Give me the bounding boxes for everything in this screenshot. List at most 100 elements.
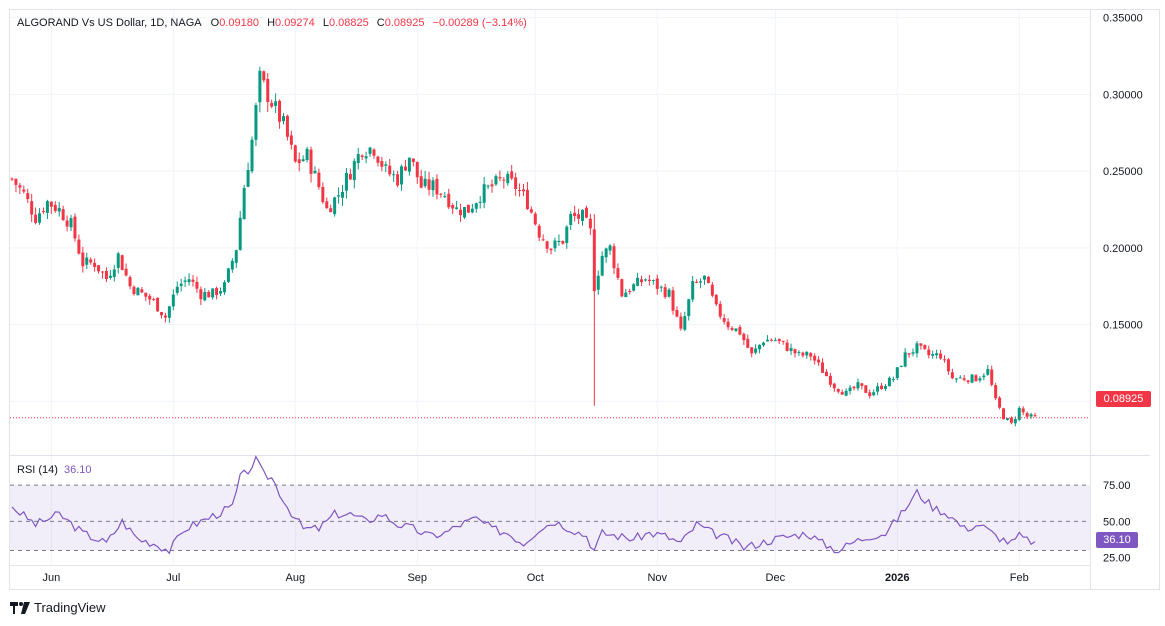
candle [305,146,309,163]
candle [325,197,329,209]
candle [49,201,53,215]
candle-body [183,280,187,282]
candle [939,349,943,360]
candle-body [671,290,675,311]
price-tick-label: 0.20000 [1103,243,1143,255]
candle-body [651,280,655,282]
candle [801,351,805,358]
candle [443,191,447,199]
candle [616,263,620,281]
candle-body [769,339,773,341]
candle-body [927,349,931,356]
candle-body [754,348,758,353]
candle-body [663,287,667,297]
candle [600,251,604,277]
candle-body [943,359,947,361]
chart-frame[interactable] [9,9,1160,590]
candle-body [852,386,856,389]
candle-body [93,262,97,267]
candle-body [49,201,53,207]
candle-body [289,135,293,145]
candle-body [887,377,891,387]
candle [230,258,234,273]
candle [278,99,282,129]
candle-body [970,374,974,383]
candle-body [510,171,514,179]
candle-body [305,148,309,161]
candle-body [821,362,825,373]
candle-body [215,287,219,296]
footer-brand[interactable]: TradingView [10,600,106,615]
candle [195,276,199,294]
candle [22,185,26,194]
symbol-legend[interactable]: ALGORAND Vs US Dollar, 1D, NAGA O0.09180… [17,17,532,29]
candle [663,283,667,299]
candle-body [994,385,998,399]
candle-body [699,281,703,283]
candle [927,345,931,359]
candle [356,147,360,170]
candle-body [864,385,868,393]
candle-body [553,240,557,249]
candle [966,379,970,385]
candle [687,298,691,321]
candle-body [97,265,101,272]
candle-body [490,184,494,187]
candle [935,349,939,359]
candle-body [765,339,769,342]
candle [136,286,140,296]
candle-body [69,218,73,228]
candle [203,288,207,302]
candle [337,187,341,204]
candle [781,340,785,345]
rsi-legend[interactable]: RSI (14) 36.10 [17,464,92,476]
candle [821,358,825,373]
candle [104,267,108,282]
candle [403,159,407,172]
candle-body [998,397,1002,408]
candle [990,365,994,387]
candle [451,203,455,215]
candle [699,278,703,289]
candle [270,99,274,109]
candle-body [809,353,813,357]
candle [588,213,592,236]
candle [817,356,821,366]
candle [120,254,124,271]
candle [545,240,549,253]
candle [329,204,333,213]
candle-body [455,207,459,209]
candle-body [805,351,809,356]
candle [577,208,581,225]
candle-body [344,172,348,191]
candle-body [537,225,541,238]
candle-body [163,315,167,318]
candle-body [541,239,545,241]
candle [718,300,722,320]
candle [301,155,305,162]
candle-body [26,193,30,200]
time-tick-label: Aug [286,572,306,584]
open-value: 0.09180 [219,17,259,29]
candle [514,172,518,196]
candle [207,290,211,298]
rsi-value-badge: 36.10 [1096,532,1138,548]
candle-body [931,354,935,356]
time-tick-label: Jul [166,572,180,584]
candle [344,168,348,199]
candle [97,265,101,274]
candle [864,384,868,393]
candle-body [372,149,376,156]
candle-body [376,156,380,163]
candle [466,204,470,213]
candle-body [722,318,726,322]
candle [742,332,746,345]
candle [258,66,262,113]
candle [262,70,266,83]
candle [116,251,120,274]
candle [333,196,337,217]
price-tick-label: 0.35000 [1103,13,1143,25]
candle [887,376,891,387]
candle [388,158,392,177]
